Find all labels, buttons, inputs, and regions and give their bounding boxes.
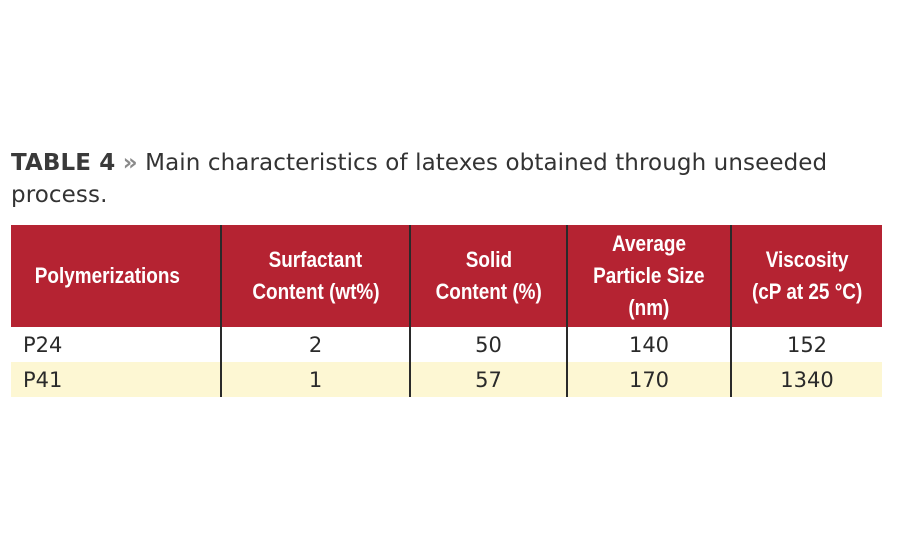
cell-surfactant-content: 1: [220, 362, 410, 397]
cell-solid-content: 57: [409, 362, 567, 397]
table-number-label: TABLE 4: [11, 150, 116, 176]
caption-text: Main characteristics of latexes obtained…: [11, 150, 828, 208]
table-caption: TABLE 4 » Main characteristics of latexe…: [11, 147, 881, 211]
table-row: P41 1 57 170 1340: [11, 362, 882, 397]
header-line: Content (%): [435, 279, 542, 304]
caption-separator: »: [122, 150, 138, 176]
header-line: (nm): [628, 295, 670, 320]
header-line: Viscosity: [765, 247, 849, 272]
header-line: Solid: [465, 247, 512, 272]
header-polymerizations: Polymerizations: [11, 225, 221, 327]
header-line: (cP at 25 °C): [751, 279, 863, 304]
header-average-particle-size: Average Particle Size (nm): [566, 225, 731, 327]
header-line: Particle Size: [593, 263, 705, 288]
cell-polymerization: P24: [11, 327, 221, 362]
cell-polymerization: P41: [11, 362, 221, 397]
cell-surfactant-content: 2: [220, 327, 410, 362]
header-line: Surfactant: [268, 247, 363, 272]
latex-characteristics-table: Polymerizations Surfactant Content (wt%)…: [11, 225, 882, 397]
table-header-row: Polymerizations Surfactant Content (wt%)…: [11, 225, 882, 327]
cell-viscosity: 152: [730, 327, 882, 362]
header-solid-content: Solid Content (%): [409, 225, 567, 327]
header-viscosity: Viscosity (cP at 25 °C): [730, 225, 882, 327]
cell-particle-size: 170: [566, 362, 731, 397]
header-surfactant-content: Surfactant Content (wt%): [220, 225, 410, 327]
cell-particle-size: 140: [566, 327, 731, 362]
cell-viscosity: 1340: [730, 362, 882, 397]
header-line: Polymerizations: [34, 263, 180, 288]
header-line: Average: [612, 231, 686, 256]
cell-solid-content: 50: [409, 327, 567, 362]
table-row: P24 2 50 140 152: [11, 327, 882, 362]
header-line: Content (wt%): [251, 279, 380, 304]
